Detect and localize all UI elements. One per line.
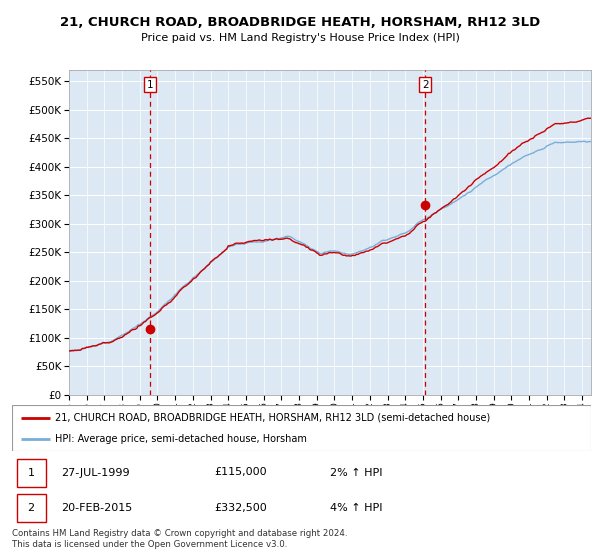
Text: £115,000: £115,000 xyxy=(215,468,267,478)
Text: 2% ↑ HPI: 2% ↑ HPI xyxy=(331,468,383,478)
Text: Price paid vs. HM Land Registry's House Price Index (HPI): Price paid vs. HM Land Registry's House … xyxy=(140,33,460,43)
FancyBboxPatch shape xyxy=(17,494,46,522)
Text: 21, CHURCH ROAD, BROADBRIDGE HEATH, HORSHAM, RH12 3LD: 21, CHURCH ROAD, BROADBRIDGE HEATH, HORS… xyxy=(60,16,540,29)
Text: 1: 1 xyxy=(146,80,153,90)
Text: 27-JUL-1999: 27-JUL-1999 xyxy=(61,468,130,478)
Text: Contains HM Land Registry data © Crown copyright and database right 2024.
This d: Contains HM Land Registry data © Crown c… xyxy=(12,529,347,549)
Text: 2: 2 xyxy=(28,503,35,513)
Text: 2: 2 xyxy=(422,80,428,90)
FancyBboxPatch shape xyxy=(17,459,46,487)
Text: HPI: Average price, semi-detached house, Horsham: HPI: Average price, semi-detached house,… xyxy=(55,434,307,444)
Text: 4% ↑ HPI: 4% ↑ HPI xyxy=(331,503,383,513)
Text: £332,500: £332,500 xyxy=(215,503,268,513)
Text: 1: 1 xyxy=(28,468,35,478)
Text: 20-FEB-2015: 20-FEB-2015 xyxy=(61,503,133,513)
Text: 21, CHURCH ROAD, BROADBRIDGE HEATH, HORSHAM, RH12 3LD (semi-detached house): 21, CHURCH ROAD, BROADBRIDGE HEATH, HORS… xyxy=(55,413,491,423)
